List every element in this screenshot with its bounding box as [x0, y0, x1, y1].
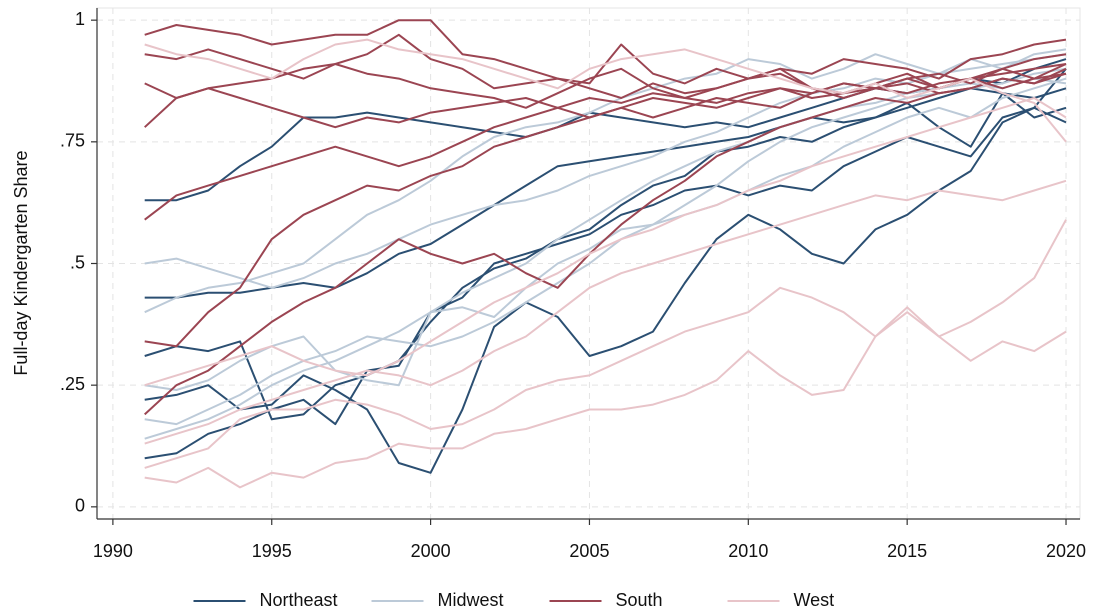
state-line — [144, 48, 1067, 314]
state-line — [144, 97, 1067, 387]
y-axis-title: Full-day Kindergarten Share — [11, 150, 31, 375]
state-line — [144, 53, 1067, 289]
state-line — [144, 67, 1067, 416]
legend-label: Northeast — [260, 590, 338, 610]
legend-label: Midwest — [438, 590, 504, 610]
state-line — [144, 33, 1067, 99]
y-tick-label: .25 — [60, 374, 85, 394]
x-tick-label: 1990 — [93, 541, 133, 561]
x-tick-label: 2010 — [728, 541, 768, 561]
x-tick-label: 2020 — [1046, 541, 1086, 561]
state-line — [144, 92, 1067, 421]
legend-label: West — [794, 590, 835, 610]
state-line — [144, 77, 1067, 391]
y-tick-label: 0 — [75, 496, 85, 516]
state-line — [144, 106, 1067, 474]
state-line — [144, 38, 1067, 143]
x-tick-label: 1995 — [252, 541, 292, 561]
x-tick-label: 2005 — [569, 541, 609, 561]
state-line — [144, 72, 1067, 221]
y-tick-label: 1 — [75, 9, 85, 29]
legend-label: South — [616, 590, 663, 610]
x-tick-label: 2000 — [411, 541, 451, 561]
state-line — [144, 219, 1067, 469]
state-line — [144, 179, 1067, 445]
state-line — [144, 63, 1067, 348]
y-tick-label: .5 — [70, 252, 85, 272]
state-line — [144, 311, 1067, 489]
state-line — [144, 63, 1067, 109]
state-line — [144, 68, 1067, 460]
y-tick-label: .75 — [60, 131, 85, 151]
x-tick-label: 2015 — [887, 541, 927, 561]
